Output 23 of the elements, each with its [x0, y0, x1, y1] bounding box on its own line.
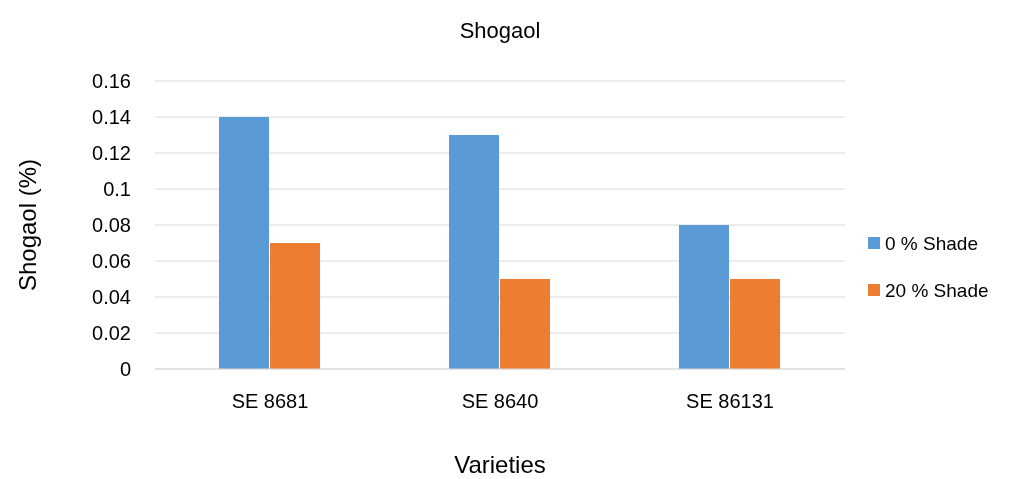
bar — [730, 279, 780, 369]
x-tick-label: SE 8640 — [461, 390, 539, 412]
x-tick-label: SE 8681 — [231, 390, 309, 412]
bar — [449, 135, 499, 369]
x-tick-label: SE 86131 — [686, 390, 774, 412]
legend-label: 20 % Shade — [885, 279, 989, 301]
legend-label: 0 % Shade — [885, 232, 978, 254]
y-tick-label: 0 — [119, 358, 131, 380]
bar — [500, 279, 550, 369]
y-tick-label: 0.04 — [92, 286, 131, 308]
bar — [679, 225, 729, 369]
y-tick-label: 0.12 — [92, 142, 131, 164]
bar — [219, 117, 269, 369]
chart-title: Shogaol — [459, 18, 541, 43]
y-tick-label: 0.16 — [92, 70, 131, 92]
x-axis-title: Varieties — [454, 451, 546, 478]
bar — [270, 243, 320, 369]
y-tick-label: 0.08 — [92, 214, 131, 236]
y-tick-label: 0.06 — [92, 250, 131, 272]
y-tick-label: 0.14 — [92, 106, 131, 128]
y-tick-label: 0.1 — [103, 178, 131, 200]
y-axis-title: Shogaol (%) — [14, 158, 41, 292]
y-tick-label: 0.02 — [92, 322, 131, 344]
